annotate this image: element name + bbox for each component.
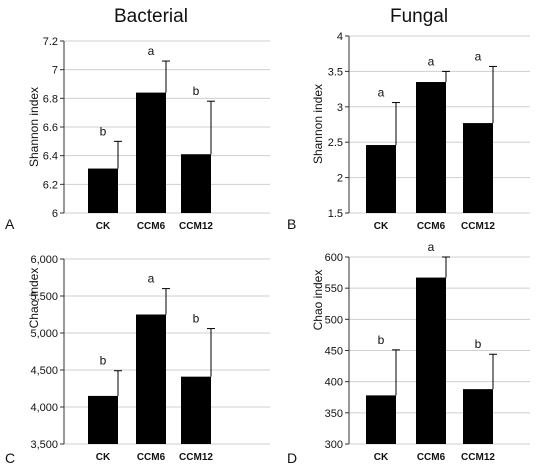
panel-b-significance-letter: a	[475, 49, 482, 63]
panel-a-significance-letter: b	[193, 84, 200, 98]
panel-b-ytick-label: 4	[337, 31, 343, 43]
panel-d-ytick-label: 450	[325, 346, 343, 358]
panel-b-bar	[416, 82, 446, 214]
panel-b-ytick-label: 3	[337, 102, 343, 114]
panel-a-significance-letter: b	[100, 124, 107, 138]
panel-letter-c: C	[5, 450, 16, 466]
panel-c-category-label: CCM12	[179, 452, 213, 463]
panel-a-category-label: CCM12	[179, 221, 213, 232]
panel-c-category-label: CK	[96, 452, 111, 463]
panel-b-significance-letter: a	[378, 86, 385, 100]
panel-c-ytick-label: 4,000	[30, 402, 58, 414]
panel-a-ytick-label: 7	[52, 65, 58, 77]
panel-c-significance-letter: a	[148, 272, 155, 286]
panel-d-significance-letter: b	[378, 333, 385, 347]
panel-b-category-label: CCM6	[417, 221, 446, 232]
column-title-fungal: Fungal	[390, 6, 449, 27]
panel-c-category-label: CCM6	[137, 452, 166, 463]
panel-c-bar	[136, 314, 166, 444]
panel-b-category-label: CCM12	[461, 221, 495, 232]
panel-d-ytick-label: 500	[325, 314, 343, 326]
panel-b-bar	[463, 123, 493, 213]
panel-c-ytick-label: 5,500	[30, 291, 58, 303]
panel-d-ytick-label: 550	[325, 283, 343, 295]
panel-d-category-label: CCM12	[461, 452, 495, 463]
panel-b-ytick-label: 2.5	[328, 137, 343, 149]
column-title-bacterial: Bacterial	[114, 6, 188, 27]
panel-b-ytick-label: 3.5	[328, 66, 343, 78]
panel-d-category-label: CK	[374, 452, 389, 463]
panel-c-significance-letter: b	[193, 312, 200, 326]
panel-a-ytick-label: 6.4	[43, 151, 58, 163]
panel-c-ytick-label: 6,000	[30, 254, 58, 266]
panel-b-significance-letter: a	[428, 54, 435, 68]
panel-letter-d: D	[287, 450, 298, 466]
panel-b-y-axis-label: Shannon index	[311, 84, 325, 164]
panel-c-ytick-label: 3,500	[30, 439, 58, 451]
panel-d-ytick-label: 350	[325, 408, 343, 420]
panel-a-y-axis-label: Shannon index	[27, 87, 41, 167]
panel-d-ytick-label: 300	[325, 439, 343, 451]
panel-a-ytick-label: 6.2	[43, 179, 58, 191]
panel-c-bar	[88, 395, 118, 444]
panel-d-bar	[366, 395, 396, 444]
panel-d-category-label: CCM6	[417, 452, 446, 463]
panel-a-bar	[136, 92, 166, 213]
panel-d-bar	[416, 277, 446, 444]
panel-b-ytick-label: 1.5	[328, 208, 343, 220]
panel-d-significance-letter: b	[475, 337, 482, 351]
panel-c-ytick-label: 4,500	[30, 365, 58, 377]
panel-letter-b: B	[287, 216, 297, 232]
panel-d-ytick-label: 600	[325, 252, 343, 264]
panel-d-bar	[463, 389, 493, 444]
panel-a-ytick-label: 6.8	[43, 93, 58, 105]
panel-a-significance-letter: a	[148, 44, 155, 58]
panel-b-category-label: CK	[374, 221, 389, 232]
panel-b-ytick-label: 2	[337, 173, 343, 185]
panel-a-category-label: CK	[96, 221, 111, 232]
panel-d-y-axis-label: Chao index	[311, 270, 325, 331]
panel-c-ytick-label: 5,000	[30, 328, 58, 340]
panel-c-bar	[181, 376, 211, 444]
panel-a-category-label: CCM6	[137, 221, 166, 232]
panel-a-ytick-label: 7.2	[43, 36, 58, 48]
panel-a-bar	[181, 154, 211, 213]
panel-letter-a: A	[5, 216, 15, 232]
panel-c-y-axis-label: Chao index	[27, 268, 41, 329]
panel-c-significance-letter: b	[100, 354, 107, 368]
panel-d-significance-letter: a	[428, 240, 435, 254]
panel-d-ytick-label: 400	[325, 377, 343, 389]
panel-a-ytick-label: 6	[52, 208, 58, 220]
panel-a-ytick-label: 6.6	[43, 122, 58, 134]
panel-a-bar	[88, 168, 118, 213]
panel-b-bar	[366, 145, 396, 213]
